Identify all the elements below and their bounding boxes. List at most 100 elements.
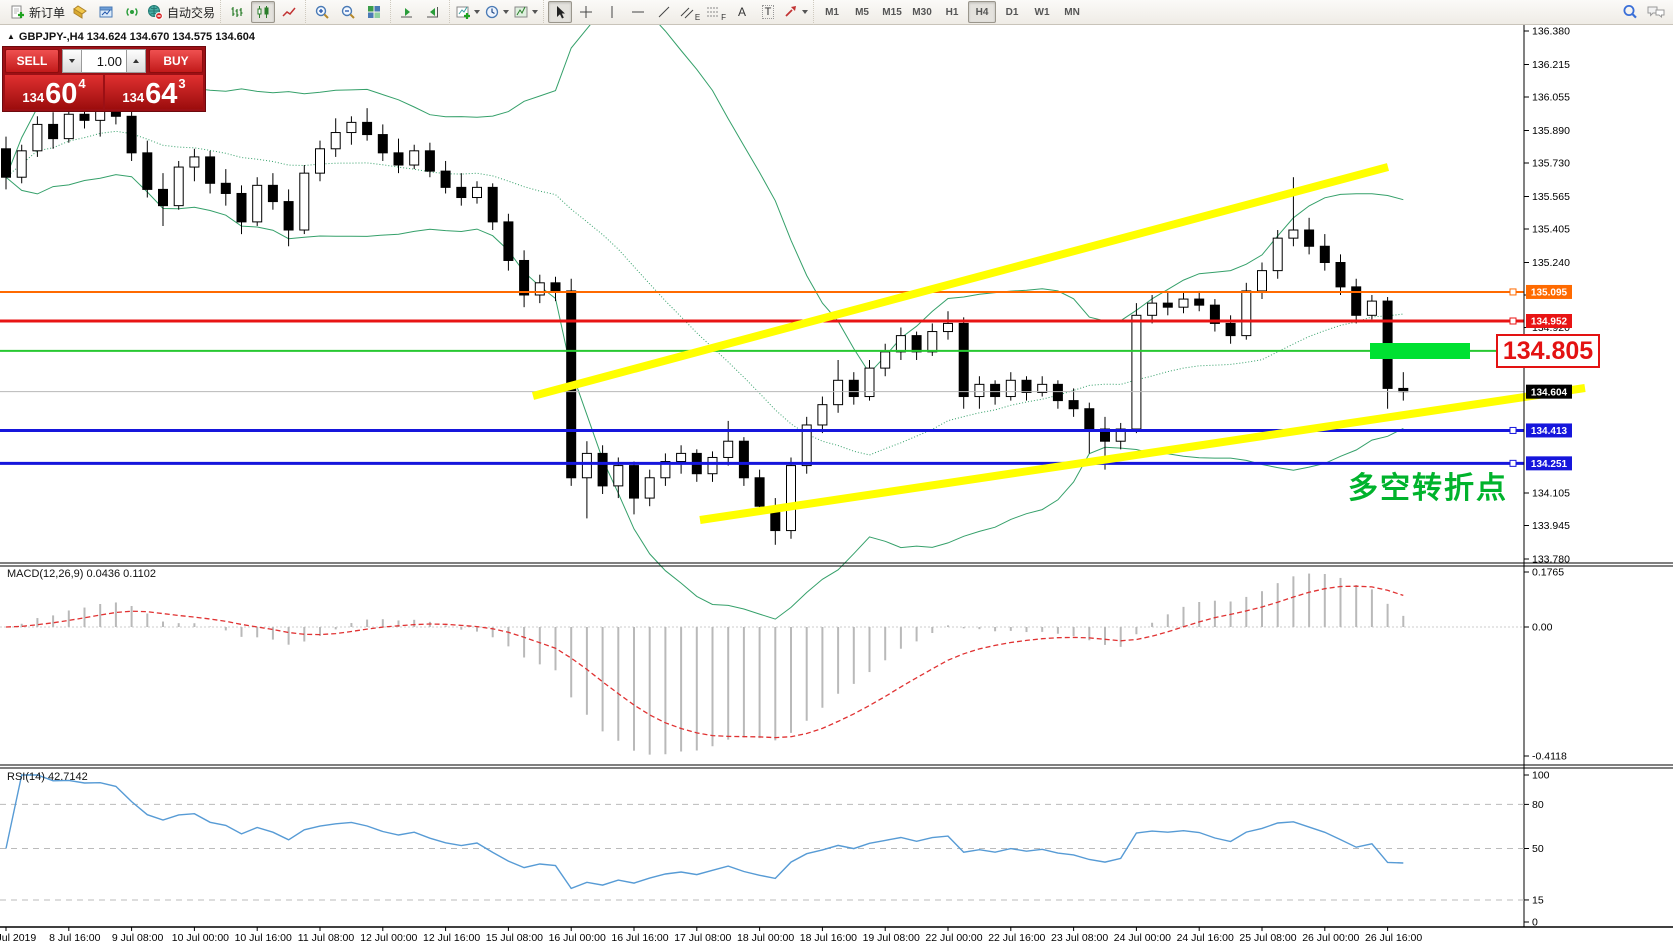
signals-button[interactable]	[120, 1, 144, 23]
auto-trading-icon	[147, 4, 163, 20]
candlestick-chart-button[interactable]	[251, 1, 276, 23]
timeframe-m1[interactable]: M1	[825, 6, 839, 18]
chart-svg: 136.380 136.215 136.055 135.890 135.730 135.5…	[0, 25, 1673, 944]
new-order-label: 新订单	[29, 5, 66, 20]
buy-price-display[interactable]: 134 64 3	[105, 75, 203, 109]
svg-text:12 Jul 16:00: 12 Jul 16:00	[423, 932, 480, 944]
zoom-in-button[interactable]	[310, 1, 334, 23]
svg-text:80: 80	[1532, 799, 1544, 811]
sell-button[interactable]: SELL	[5, 49, 59, 73]
buy-button[interactable]: BUY	[149, 49, 203, 73]
indicators-button[interactable]	[454, 1, 481, 23]
volume-decrease-button[interactable]	[62, 49, 81, 73]
volume-input[interactable]: 1.00	[81, 49, 127, 73]
svg-text:134.105: 134.105	[1532, 488, 1570, 500]
trendline-button[interactable]	[652, 1, 676, 23]
svg-text:16 Jul 00:00: 16 Jul 00:00	[549, 932, 606, 944]
svg-text:23 Jul 08:00: 23 Jul 08:00	[1051, 932, 1108, 944]
fibonacci-letter: F	[721, 13, 726, 22]
collapse-triangle-icon[interactable]: ▲	[7, 32, 15, 41]
line-chart-button[interactable]	[277, 1, 301, 23]
zoom-out-button[interactable]	[336, 1, 360, 23]
svg-text:134.413: 134.413	[1531, 426, 1568, 437]
sell-price-display[interactable]: 134 60 4	[5, 75, 103, 109]
svg-text:0.1765: 0.1765	[1532, 567, 1564, 579]
svg-text:15 Jul 08:00: 15 Jul 08:00	[486, 932, 543, 944]
tile-windows-button[interactable]	[362, 1, 386, 23]
new-order-button[interactable]: 新订单	[8, 1, 66, 23]
svg-text:11 Jul 08:00: 11 Jul 08:00	[298, 932, 355, 944]
buy-price-fraction: 3	[178, 76, 186, 91]
svg-text:22 Jul 00:00: 22 Jul 00:00	[925, 932, 982, 944]
templates-button[interactable]	[512, 1, 539, 23]
profiles-button[interactable]	[68, 1, 92, 23]
timeframe-m15[interactable]: M15	[882, 6, 902, 18]
svg-text:24 Jul 16:00: 24 Jul 16:00	[1177, 932, 1234, 944]
svg-text:134.251: 134.251	[1531, 459, 1568, 470]
timeframe-h4[interactable]: H4	[968, 1, 997, 23]
chat-button[interactable]	[1644, 1, 1668, 23]
timeframe-mn[interactable]: MN	[1064, 6, 1080, 18]
text-tool-button[interactable]: A	[730, 1, 754, 23]
svg-text:-0.4118: -0.4118	[1532, 751, 1567, 763]
svg-text:24 Jul 00:00: 24 Jul 00:00	[1114, 932, 1171, 944]
search-icon	[1621, 3, 1639, 21]
timeframe-w1[interactable]: W1	[1034, 6, 1050, 18]
macd-signal-line	[5, 585, 1404, 739]
signal-icon	[124, 4, 140, 20]
rsi-line	[5, 774, 1404, 890]
dropdown-caret	[802, 10, 809, 14]
dropdown-caret	[503, 10, 510, 14]
fibonacci-button[interactable]: F	[704, 1, 728, 23]
text-label-icon: T	[761, 5, 775, 19]
svg-text:134.952: 134.952	[1531, 317, 1568, 328]
auto-scroll-button[interactable]	[395, 1, 419, 23]
svg-text:135.240: 135.240	[1532, 257, 1570, 269]
text-label-button[interactable]: T	[756, 1, 780, 23]
auto-trading-button[interactable]: 自动交易	[146, 1, 216, 23]
candlestick-icon	[255, 4, 271, 20]
svg-text:135.095: 135.095	[1531, 288, 1568, 299]
fibonacci-icon	[706, 4, 720, 20]
tile-windows-icon	[366, 4, 382, 20]
zoom-in-icon	[314, 4, 330, 20]
macd-indicator-label: MACD(12,26,9) 0.0436 0.1102	[7, 568, 156, 580]
svg-text:0: 0	[1532, 917, 1538, 929]
cursor-button[interactable]	[548, 1, 573, 23]
timeframe-m5[interactable]: M5	[855, 6, 869, 18]
timeframe-h1[interactable]: H1	[945, 6, 959, 18]
svg-text:16 Jul 16:00: 16 Jul 16:00	[611, 932, 668, 944]
zoom-out-icon	[340, 4, 356, 20]
trendline-icon	[656, 4, 672, 20]
svg-text:136.215: 136.215	[1532, 59, 1570, 71]
new-order-icon	[9, 4, 25, 20]
timeframe-d1[interactable]: D1	[1005, 6, 1019, 18]
svg-text:8 Jul 2019: 8 Jul 2019	[0, 932, 36, 944]
channel-letter: E	[694, 13, 701, 22]
sell-price-pips: 60	[45, 78, 78, 110]
chart-shift-button[interactable]	[421, 1, 445, 23]
channel-button[interactable]: E	[678, 1, 702, 23]
vertical-line-button[interactable]	[600, 1, 624, 23]
horizontal-line-button[interactable]	[626, 1, 650, 23]
arrows-button[interactable]	[782, 1, 809, 23]
search-button[interactable]	[1618, 1, 1642, 23]
turning-point-annotation[interactable]: 多空转折点	[1348, 472, 1508, 505]
chart-canvas[interactable]: 136.380 136.215 136.055 135.890 135.730 135.5…	[0, 25, 1673, 947]
bar-chart-button[interactable]	[225, 1, 249, 23]
price-annotation-label[interactable]: 134.805	[1496, 334, 1600, 368]
volume-increase-button[interactable]	[127, 49, 146, 73]
macd-histogram	[20, 573, 1405, 755]
crosshair-button[interactable]	[574, 1, 598, 23]
timeframe-m30[interactable]: M30	[912, 6, 932, 18]
periods-button[interactable]	[483, 1, 510, 23]
one-click-trading-panel: SELL 1.00 BUY 134 60 4 134 64 3	[2, 46, 206, 112]
clock-icon	[484, 4, 500, 20]
toolbar: 新订单 自动交易	[0, 0, 1673, 25]
charts-button[interactable]	[94, 1, 118, 23]
dropdown-caret	[532, 10, 539, 14]
timeframe-group: M1 M5 M15 M30 H1 H4 D1 W1 MN	[813, 0, 1090, 25]
svg-text:19 Jul 08:00: 19 Jul 08:00	[863, 932, 920, 944]
svg-text:18 Jul 16:00: 18 Jul 16:00	[800, 932, 857, 944]
